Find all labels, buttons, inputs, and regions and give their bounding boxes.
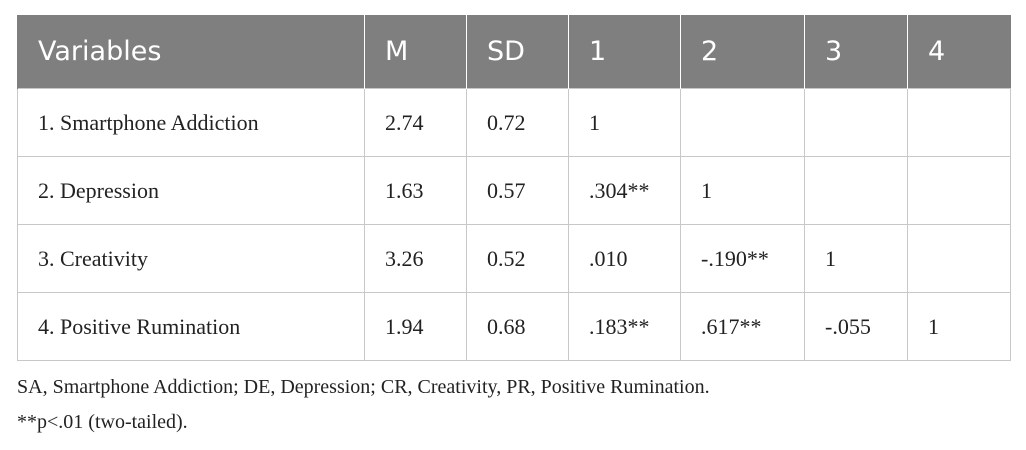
header-cell: 1 xyxy=(568,15,681,89)
correlation-table: Variables M SD 1 2 3 4 1. Smartphone Addiction… xyxy=(17,15,1011,361)
footnotes: SA, Smartphone Addiction; DE, Depression… xyxy=(17,370,710,440)
header-cell: 3 xyxy=(804,15,908,89)
header-row: Variables M SD 1 2 3 4 xyxy=(17,15,1011,89)
table-cell: .010 xyxy=(568,224,681,293)
empty-cell xyxy=(907,224,1011,293)
header-cell: 4 xyxy=(907,15,1011,89)
table-cell: 3.26 xyxy=(364,224,467,293)
table-row: 4. Positive Rumination 1.94 0.68.183** .617… xyxy=(17,292,1011,361)
table-cell: 0.52 xyxy=(466,224,569,293)
table-cell: -.055 xyxy=(804,292,908,361)
footnote: SA, Smartphone Addiction; DE, Depression… xyxy=(17,376,710,398)
table-cell: 3. Creativity xyxy=(17,224,365,293)
empty-cell xyxy=(680,88,805,157)
table-cell: 2.74 xyxy=(364,88,467,157)
table-cell: 0.68 xyxy=(466,292,569,361)
header-cell: Variables xyxy=(17,15,365,89)
table-cell: .304** xyxy=(568,156,681,225)
header-cell: SD xyxy=(466,15,569,89)
header-cell: M xyxy=(364,15,467,89)
empty-cell xyxy=(907,156,1011,225)
empty-cell xyxy=(907,88,1011,157)
table-cell: 1 xyxy=(804,224,908,293)
table-body: 1. Smartphone Addiction 2.74 0.72 1 2. Depre… xyxy=(17,88,1011,361)
table-cell: 2. Depression xyxy=(17,156,365,225)
table-cell: 1 xyxy=(568,88,681,157)
table-cell: 0.57 xyxy=(466,156,569,225)
header-cell: 2 xyxy=(680,15,805,89)
table-row: 1. Smartphone Addiction 2.74 0.72 1 xyxy=(17,88,1011,157)
table-cell: 1 xyxy=(680,156,805,225)
table-cell: -.190** xyxy=(680,224,805,293)
table-cell: .183** xyxy=(568,292,681,361)
table-cell: 0.72 xyxy=(466,88,569,157)
empty-cell xyxy=(804,156,908,225)
table-cell: 1.63 xyxy=(364,156,467,225)
footnote: **p<.01 (two-tailed). xyxy=(17,411,188,433)
empty-cell xyxy=(804,88,908,157)
table-row: 3. Creativity 3.26 0.52.010 -.190** 1 xyxy=(17,224,1011,293)
table-cell: 1 xyxy=(907,292,1011,361)
table-cell: 4. Positive Rumination xyxy=(17,292,365,361)
table-cell: .617** xyxy=(680,292,805,361)
table-cell: 1.94 xyxy=(364,292,467,361)
table-row: 2. Depression 1.63 0.57.304** 1 xyxy=(17,156,1011,225)
table-cell: 1. Smartphone Addiction xyxy=(17,88,365,157)
